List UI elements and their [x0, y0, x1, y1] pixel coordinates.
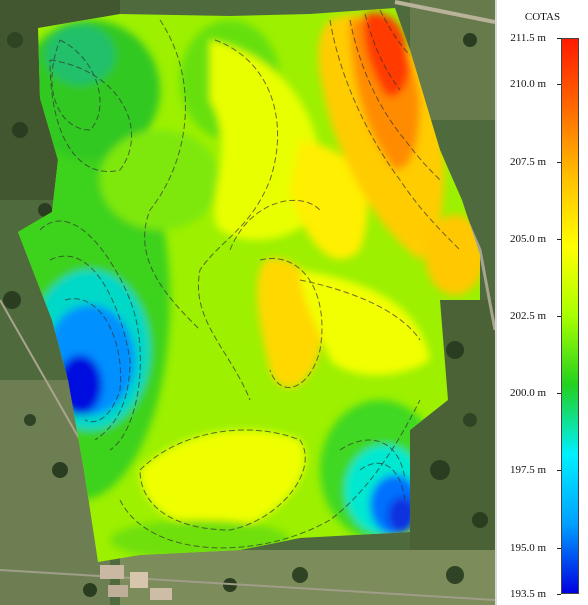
legend-title: COTAS — [524, 11, 561, 23]
legend-tick-label: 197.5 m — [509, 464, 546, 477]
legend-tick-mark — [557, 162, 561, 163]
legend-tick-mark — [557, 548, 561, 549]
legend-tick-mark — [557, 38, 561, 39]
legend-tick-label: 205.0 m — [509, 232, 546, 245]
legend-tick-label: 207.5 m — [509, 155, 546, 168]
elevation-legend: COTAS 211.5 m 210.0 m 207.5 m 205.0 m 202.5 … — [497, 0, 588, 605]
legend-tick-label: 202.5 m — [509, 310, 546, 322]
legend-tick-label: 195.0 m — [509, 541, 546, 554]
legend-tick-label: 200.0 m — [509, 387, 546, 400]
legend-tick-label: 211.5 m — [510, 32, 546, 44]
legend-tick-label: 193.5 m — [509, 588, 546, 600]
legend-tick-label: 210.0 m — [509, 78, 546, 91]
legend-tick-mark — [557, 316, 561, 317]
legend-tick-mark — [557, 594, 561, 595]
elevation-map — [0, 0, 495, 605]
legend-tick-mark — [557, 84, 561, 85]
legend-divider — [495, 0, 497, 605]
legend-colorbar — [561, 38, 579, 594]
legend-tick-mark — [557, 470, 561, 471]
legend-tick-mark — [557, 239, 561, 240]
legend-tick-mark — [557, 393, 561, 394]
elevation-surface — [18, 8, 480, 562]
